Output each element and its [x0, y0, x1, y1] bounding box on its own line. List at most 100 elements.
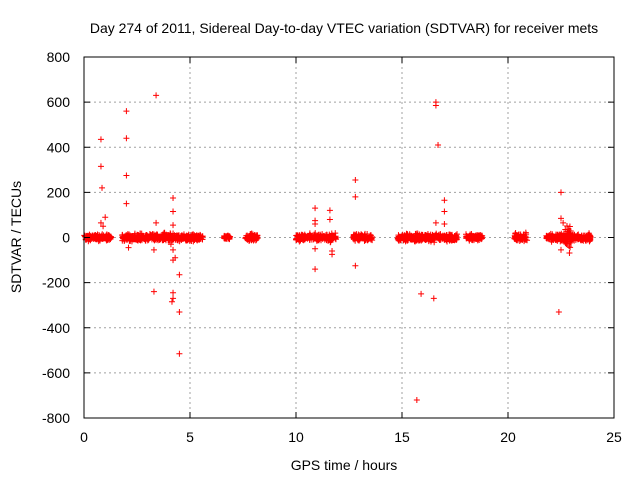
- data-point: [511, 235, 518, 242]
- data-point: [567, 227, 574, 234]
- data-point-outlier: [558, 189, 564, 196]
- data-point: [182, 236, 189, 243]
- data-point: [363, 235, 370, 242]
- y-tick-label: -600: [42, 365, 70, 381]
- data-point: [331, 234, 338, 241]
- data-point: [170, 236, 177, 243]
- data-point: [518, 236, 525, 243]
- data-point: [424, 232, 431, 239]
- data-point: [151, 237, 158, 244]
- data-point-outlier: [560, 219, 567, 226]
- data-point-outlier: [123, 135, 130, 142]
- data-point-outlier: [312, 220, 319, 227]
- data-point: [96, 234, 103, 241]
- data-point: [305, 233, 312, 240]
- data-point: [311, 232, 318, 239]
- data-point: [296, 238, 303, 245]
- data-point: [352, 234, 359, 241]
- data-point: [250, 234, 257, 241]
- data-points: [81, 92, 594, 403]
- y-tick-label: 800: [47, 49, 71, 65]
- data-point: [224, 232, 231, 239]
- data-point-outlier: [432, 219, 439, 226]
- data-point: [585, 235, 592, 242]
- data-point-outlier: [435, 141, 442, 148]
- data-point: [95, 235, 102, 242]
- data-point-outlier: [150, 246, 157, 253]
- data-point: [323, 235, 330, 242]
- x-tick-label: 10: [288, 429, 304, 445]
- data-point-outlier: [153, 92, 160, 99]
- data-point-outlier: [97, 163, 104, 170]
- data-point-outlier: [312, 266, 319, 273]
- data-point: [299, 233, 306, 240]
- data-point: [194, 233, 201, 240]
- y-tick-label: 600: [47, 94, 71, 110]
- data-point-outlier: [430, 295, 437, 302]
- data-point: [475, 235, 482, 242]
- data-point-outlier: [418, 290, 425, 297]
- y-tick-label: -200: [42, 275, 70, 291]
- data-point: [152, 234, 159, 241]
- data-point: [138, 235, 145, 242]
- data-point: [226, 236, 233, 243]
- x-tick-label: 20: [500, 429, 516, 445]
- data-point: [434, 234, 441, 241]
- data-point: [551, 234, 558, 241]
- data-point: [414, 234, 421, 241]
- data-point-outlier: [170, 222, 177, 229]
- data-point-outlier: [167, 241, 174, 248]
- y-tick-label: 400: [47, 139, 71, 155]
- axis-ticks: 0 5 10 15 20 25 -800 -600 -400 -200 0 200 400 600 800: [42, 49, 622, 445]
- data-point: [293, 236, 300, 243]
- data-point-outlier: [99, 184, 106, 191]
- data-point: [463, 233, 470, 240]
- data-point-outlier: [352, 193, 359, 200]
- data-point: [417, 233, 424, 240]
- data-point-outlier: [102, 214, 109, 221]
- data-point-outlier: [125, 244, 132, 251]
- data-point: [566, 249, 573, 256]
- data-point: [572, 236, 579, 243]
- data-point-outlier: [123, 172, 130, 179]
- data-point: [190, 238, 197, 245]
- data-point: [305, 234, 312, 241]
- data-point-outlier: [170, 246, 177, 253]
- data-point-outlier: [123, 108, 130, 115]
- data-point-outlier: [312, 205, 319, 212]
- data-point: [563, 222, 570, 229]
- y-tick-label: 200: [47, 184, 71, 200]
- data-point: [221, 233, 228, 240]
- data-point: [413, 230, 420, 237]
- data-point: [328, 234, 335, 241]
- data-point: [445, 231, 452, 238]
- data-point-outlier: [558, 215, 564, 222]
- data-point: [397, 234, 404, 241]
- data-point: [163, 231, 170, 238]
- data-point: [452, 235, 459, 242]
- data-point: [186, 235, 193, 242]
- data-point-outlier: [170, 195, 177, 202]
- data-point: [243, 235, 250, 242]
- y-tick-label: -800: [42, 410, 70, 426]
- data-point-outlier: [441, 220, 448, 227]
- data-point: [103, 233, 110, 240]
- y-tick-label: -400: [42, 320, 70, 336]
- x-tick-label: 0: [80, 429, 88, 445]
- data-point-outlier: [558, 246, 564, 253]
- data-point-outlier: [326, 216, 333, 223]
- data-point-outlier: [441, 208, 448, 215]
- data-point-outlier: [352, 176, 359, 183]
- data-point: [408, 233, 415, 240]
- data-point-outlier: [176, 350, 183, 357]
- x-tick-label: 25: [606, 429, 622, 445]
- data-point-outlier: [97, 136, 104, 143]
- data-point-outlier: [176, 308, 183, 315]
- data-point: [327, 237, 334, 244]
- data-point: [359, 234, 366, 241]
- data-point: [559, 233, 566, 240]
- data-point: [159, 236, 166, 243]
- data-point-outlier: [326, 207, 333, 214]
- data-point: [437, 233, 444, 240]
- data-point-outlier: [170, 208, 177, 215]
